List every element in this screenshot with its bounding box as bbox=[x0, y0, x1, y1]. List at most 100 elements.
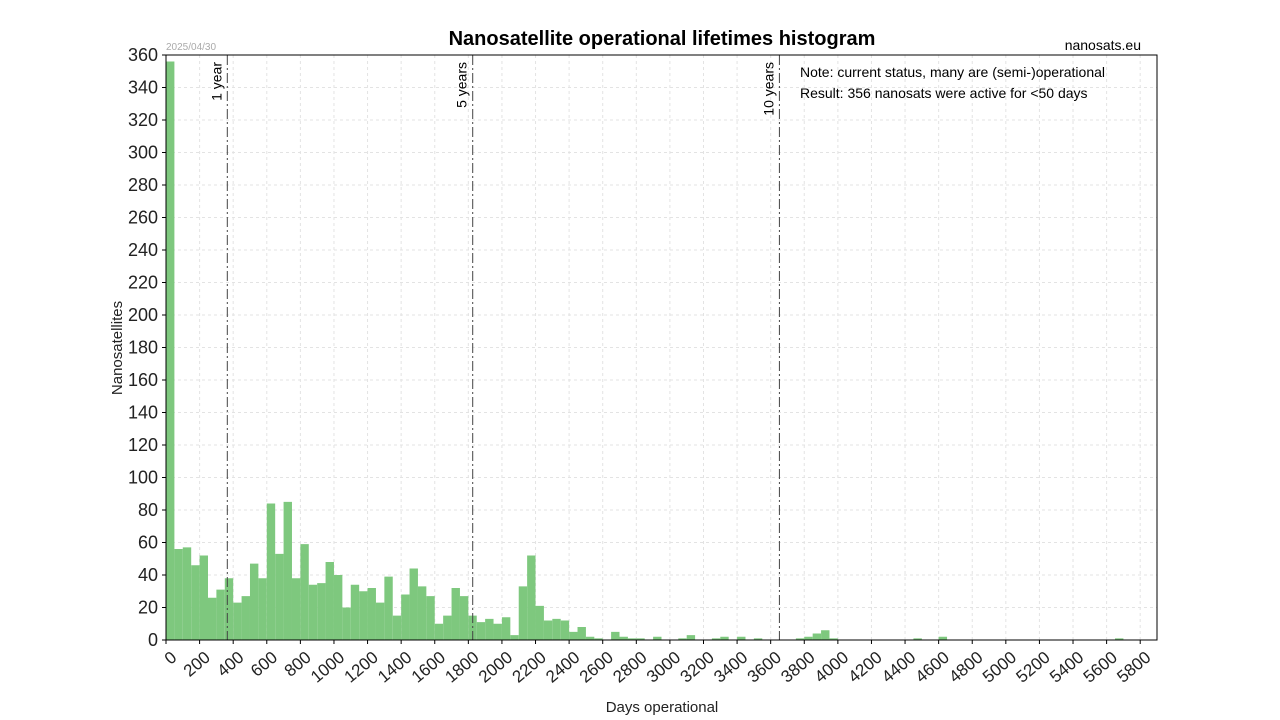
histogram-bar bbox=[224, 578, 234, 640]
histogram-bar bbox=[191, 565, 200, 640]
histogram-bar bbox=[627, 638, 637, 640]
histogram-bar bbox=[476, 622, 486, 640]
histogram-bar bbox=[342, 607, 351, 640]
histogram-bar bbox=[300, 544, 309, 640]
histogram-bar bbox=[283, 501, 292, 640]
histogram-bar bbox=[199, 555, 208, 640]
x-tick-label: 1400 bbox=[374, 648, 415, 687]
y-tick-label: 260 bbox=[128, 208, 158, 228]
histogram-bar bbox=[636, 638, 645, 640]
x-tick-label: 1000 bbox=[307, 648, 348, 687]
histogram-bar bbox=[804, 636, 813, 640]
histogram-bar bbox=[207, 597, 217, 640]
histogram-bar bbox=[527, 555, 536, 640]
x-tick-label: 5800 bbox=[1113, 648, 1154, 687]
histogram-bar bbox=[913, 638, 922, 640]
histogram-bar bbox=[569, 631, 578, 640]
histogram-bar bbox=[510, 635, 519, 640]
x-tick-label: 3000 bbox=[643, 648, 684, 687]
histogram-bar bbox=[291, 578, 301, 640]
histogram-bar bbox=[174, 549, 183, 640]
histogram-bar bbox=[375, 602, 385, 640]
x-axis-label: Days operational bbox=[606, 699, 719, 716]
x-tick-label: 2200 bbox=[509, 648, 550, 687]
histogram-bar bbox=[417, 586, 427, 640]
x-tick-label: 2400 bbox=[542, 648, 583, 687]
x-tick-label: 1600 bbox=[408, 648, 449, 687]
histogram-bar bbox=[493, 623, 502, 640]
histogram-bar bbox=[543, 620, 553, 640]
x-tick-label: 600 bbox=[247, 648, 281, 681]
x-tick-label: 5400 bbox=[1046, 648, 1087, 687]
histogram-bar bbox=[518, 586, 528, 640]
histogram-bar bbox=[426, 596, 435, 640]
histogram-bar bbox=[166, 61, 175, 640]
histogram-bar bbox=[653, 636, 662, 640]
histogram-bar bbox=[938, 636, 948, 640]
histogram-bar bbox=[501, 617, 511, 640]
histogram-bar bbox=[619, 636, 628, 640]
x-tick-label: 400 bbox=[214, 648, 248, 681]
histogram-bar bbox=[233, 602, 242, 640]
histogram-bar bbox=[451, 588, 460, 640]
y-tick-label: 300 bbox=[128, 143, 158, 163]
y-tick-label: 160 bbox=[128, 370, 158, 390]
histogram-bar bbox=[367, 588, 376, 640]
histogram-bar bbox=[443, 615, 452, 640]
x-tick-label: 3200 bbox=[677, 648, 718, 687]
y-tick-label: 360 bbox=[128, 45, 158, 65]
histogram-bar bbox=[409, 568, 418, 640]
histogram-bar bbox=[711, 638, 721, 640]
x-tick-label: 5200 bbox=[1013, 648, 1054, 687]
x-tick-label: 0 bbox=[161, 648, 180, 669]
histogram-bar bbox=[258, 578, 267, 640]
reference-line-label: 10 years bbox=[760, 62, 776, 116]
x-tick-label: 200 bbox=[180, 648, 214, 681]
histogram-bar bbox=[182, 547, 192, 640]
y-tick-label: 120 bbox=[128, 435, 158, 455]
source-label: nanosats.eu bbox=[1065, 37, 1141, 53]
histogram-bar bbox=[720, 636, 729, 640]
histogram-bar bbox=[249, 563, 259, 640]
histogram-bar bbox=[317, 583, 326, 640]
y-tick-label: 0 bbox=[148, 630, 158, 650]
histogram-bar bbox=[535, 605, 544, 640]
y-tick-label: 100 bbox=[128, 468, 158, 488]
x-tick-label: 4800 bbox=[945, 648, 986, 687]
histogram-bar bbox=[753, 638, 763, 640]
x-tick-label: 5000 bbox=[979, 648, 1020, 687]
histogram-bar bbox=[585, 636, 595, 640]
histogram-bar bbox=[737, 636, 746, 640]
histogram-bar bbox=[577, 627, 586, 640]
histogram-bar bbox=[1115, 638, 1124, 640]
x-tick-label: 3600 bbox=[744, 648, 785, 687]
histogram-bar bbox=[552, 618, 561, 640]
histogram-bar bbox=[350, 584, 360, 640]
histogram-bar bbox=[812, 633, 822, 640]
histogram-bar bbox=[359, 591, 368, 640]
histogram-bar bbox=[216, 589, 225, 640]
x-tick-label: 2600 bbox=[576, 648, 617, 687]
reference-line-label: 5 years bbox=[454, 62, 470, 108]
histogram-bar bbox=[325, 562, 334, 640]
histogram-bar bbox=[241, 596, 250, 640]
x-tick-label: 4600 bbox=[912, 648, 953, 687]
histogram-bar bbox=[434, 623, 444, 640]
histogram-bars bbox=[166, 61, 1124, 640]
grid-lines bbox=[165, 54, 1157, 641]
reference-line-label: 1 year bbox=[208, 62, 224, 101]
x-tick-label: 4000 bbox=[811, 648, 852, 687]
histogram-bar bbox=[459, 596, 469, 640]
reference-lines: 1 year 5 years 10 years bbox=[208, 55, 780, 640]
histogram-bar bbox=[611, 631, 620, 640]
histogram-bar bbox=[384, 576, 393, 640]
x-tick-label: 4200 bbox=[845, 648, 886, 687]
histogram-bar bbox=[686, 635, 696, 640]
histogram-bar bbox=[266, 503, 276, 640]
y-tick-label: 140 bbox=[128, 403, 158, 423]
histogram-bar bbox=[821, 630, 830, 640]
x-axis-ticks: 0 200 400 600 800100012001400160018002000220… bbox=[161, 640, 1154, 687]
x-tick-label: 1800 bbox=[441, 648, 482, 687]
histogram-bar bbox=[333, 575, 343, 640]
